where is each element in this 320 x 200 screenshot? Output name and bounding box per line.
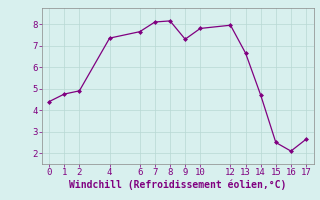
X-axis label: Windchill (Refroidissement éolien,°C): Windchill (Refroidissement éolien,°C) [69,180,286,190]
